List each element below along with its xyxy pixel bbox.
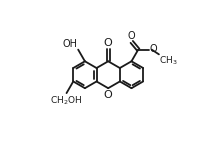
Text: O: O [104, 38, 113, 48]
Text: CH$_3$: CH$_3$ [160, 55, 178, 67]
Text: O: O [104, 90, 113, 100]
Text: O: O [150, 44, 157, 54]
Text: OH: OH [62, 38, 77, 49]
Text: O: O [127, 31, 135, 41]
Text: CH$_2$OH: CH$_2$OH [50, 94, 82, 107]
